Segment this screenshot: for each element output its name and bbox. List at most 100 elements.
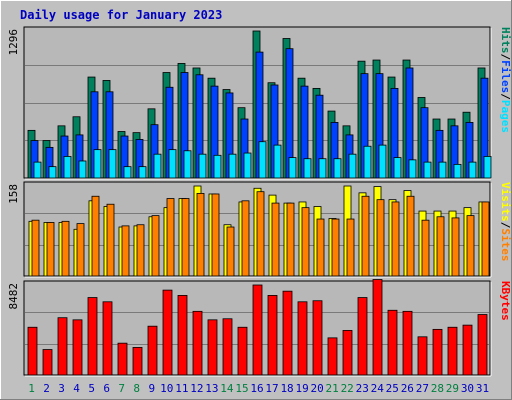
- legend: KBytes: [499, 281, 512, 321]
- day-label: 13: [205, 382, 218, 395]
- day-label: 3: [58, 382, 65, 395]
- kbytes-bar: [177, 295, 188, 376]
- day-label: 5: [88, 382, 95, 395]
- pages-bar: [483, 156, 492, 179]
- sites-bar: [391, 201, 400, 277]
- day-label: 2: [43, 382, 50, 395]
- pages-bar: [273, 144, 282, 179]
- legend-item-visits: Visits: [499, 182, 512, 222]
- sites-bar: [406, 195, 415, 277]
- sites-bar: [481, 201, 490, 277]
- day-label: 28: [431, 382, 444, 395]
- sites-bar: [286, 202, 295, 277]
- pages-bar: [78, 160, 87, 179]
- day-label: 21: [326, 382, 339, 395]
- day-label: 1: [28, 382, 35, 395]
- chart-title: Daily usage for January 2023: [20, 8, 222, 22]
- pages-bar: [153, 153, 162, 179]
- day-label: 25: [386, 382, 399, 395]
- kbytes-bar: [477, 314, 488, 376]
- kbytes-bar: [252, 284, 263, 376]
- day-label: 4: [73, 382, 80, 395]
- pages-bar: [243, 152, 252, 179]
- sites-bar: [376, 199, 385, 277]
- sites-bar: [226, 226, 235, 277]
- sites-bar: [91, 195, 100, 277]
- sites-bar: [301, 207, 310, 277]
- legend-item-sites: Sites: [499, 228, 512, 261]
- kbytes-bar: [147, 325, 158, 376]
- kbytes-bar: [312, 300, 323, 376]
- day-label: 31: [476, 382, 489, 395]
- pages-bar: [303, 158, 312, 179]
- pages-bar: [228, 153, 237, 179]
- sites-bar: [451, 217, 460, 277]
- pages-bar: [33, 161, 42, 179]
- sites-bar: [76, 223, 85, 277]
- pages-bar: [48, 166, 57, 179]
- legend-item-hits: Hits: [499, 27, 512, 54]
- sites-bar: [346, 218, 355, 277]
- sites-bar: [31, 219, 40, 277]
- kbytes-bar: [387, 309, 398, 376]
- pages-bar: [93, 149, 102, 179]
- kbytes-bar: [57, 317, 68, 376]
- pages-bar: [213, 154, 222, 179]
- visits-sites-panel: 158 Visits/Sites: [7, 181, 512, 278]
- day-axis: 1 2 3 4 5 6 7 8 9 10 11 12 13 14 15 16 17 18 19 20 21 22 23 24 2…: [28, 382, 489, 395]
- day-label: 23: [356, 382, 369, 395]
- y-max-label: 158: [7, 184, 20, 204]
- pages-bar: [198, 153, 207, 179]
- day-label: 6: [103, 382, 110, 395]
- sites-bar: [436, 216, 445, 277]
- legend-item-kbytes: KBytes: [499, 281, 512, 321]
- day-label: 9: [148, 382, 155, 395]
- day-label: 10: [160, 382, 173, 395]
- kbytes-bar: [372, 279, 383, 376]
- kbytes-bar: [357, 297, 368, 376]
- sites-bar: [196, 193, 205, 277]
- day-label: 22: [341, 382, 354, 395]
- sites-bar: [181, 198, 190, 277]
- day-label: 14: [220, 382, 234, 395]
- day-label: 8: [133, 382, 140, 395]
- kbytes-bar: [237, 326, 248, 376]
- pages-bar: [438, 161, 447, 179]
- sites-bar: [271, 202, 280, 277]
- pages-bar: [258, 141, 267, 179]
- pages-bar: [168, 149, 177, 179]
- pages-bar: [393, 157, 402, 179]
- sites-bar: [151, 215, 160, 277]
- y-max-label: 8482: [7, 283, 20, 310]
- sites-bar: [211, 193, 220, 277]
- day-label: 11: [175, 382, 188, 395]
- sites-bar: [256, 191, 265, 277]
- pages-bar: [423, 161, 432, 179]
- kbytes-bar: [222, 318, 233, 376]
- pages-bar: [378, 144, 387, 179]
- kbytes-bar: [402, 310, 413, 376]
- sites-bar: [316, 218, 325, 277]
- pages-bar: [183, 150, 192, 179]
- day-label: 15: [235, 382, 248, 395]
- kbytes-bar: [162, 289, 173, 376]
- day-label: 19: [295, 382, 308, 395]
- pages-bar: [453, 163, 462, 179]
- y-max-label: 1296: [7, 29, 20, 56]
- kbytes-bar: [87, 297, 98, 376]
- sites-bar: [46, 222, 55, 277]
- sites-bar: [241, 200, 250, 277]
- kbytes-bar: [192, 310, 203, 376]
- day-label: 7: [118, 382, 125, 395]
- pages-bar: [468, 161, 477, 179]
- sites-bar: [61, 220, 70, 277]
- kbytes-bar: [102, 301, 113, 376]
- day-label: 18: [280, 382, 293, 395]
- pages-bar: [108, 149, 117, 179]
- kbytes-bar: [447, 326, 458, 376]
- kbytes-panel: 8482 KBytes: [7, 279, 512, 377]
- day-label: 16: [250, 382, 263, 395]
- day-label: 29: [446, 382, 459, 395]
- legend-item-pages: Pages: [499, 100, 512, 133]
